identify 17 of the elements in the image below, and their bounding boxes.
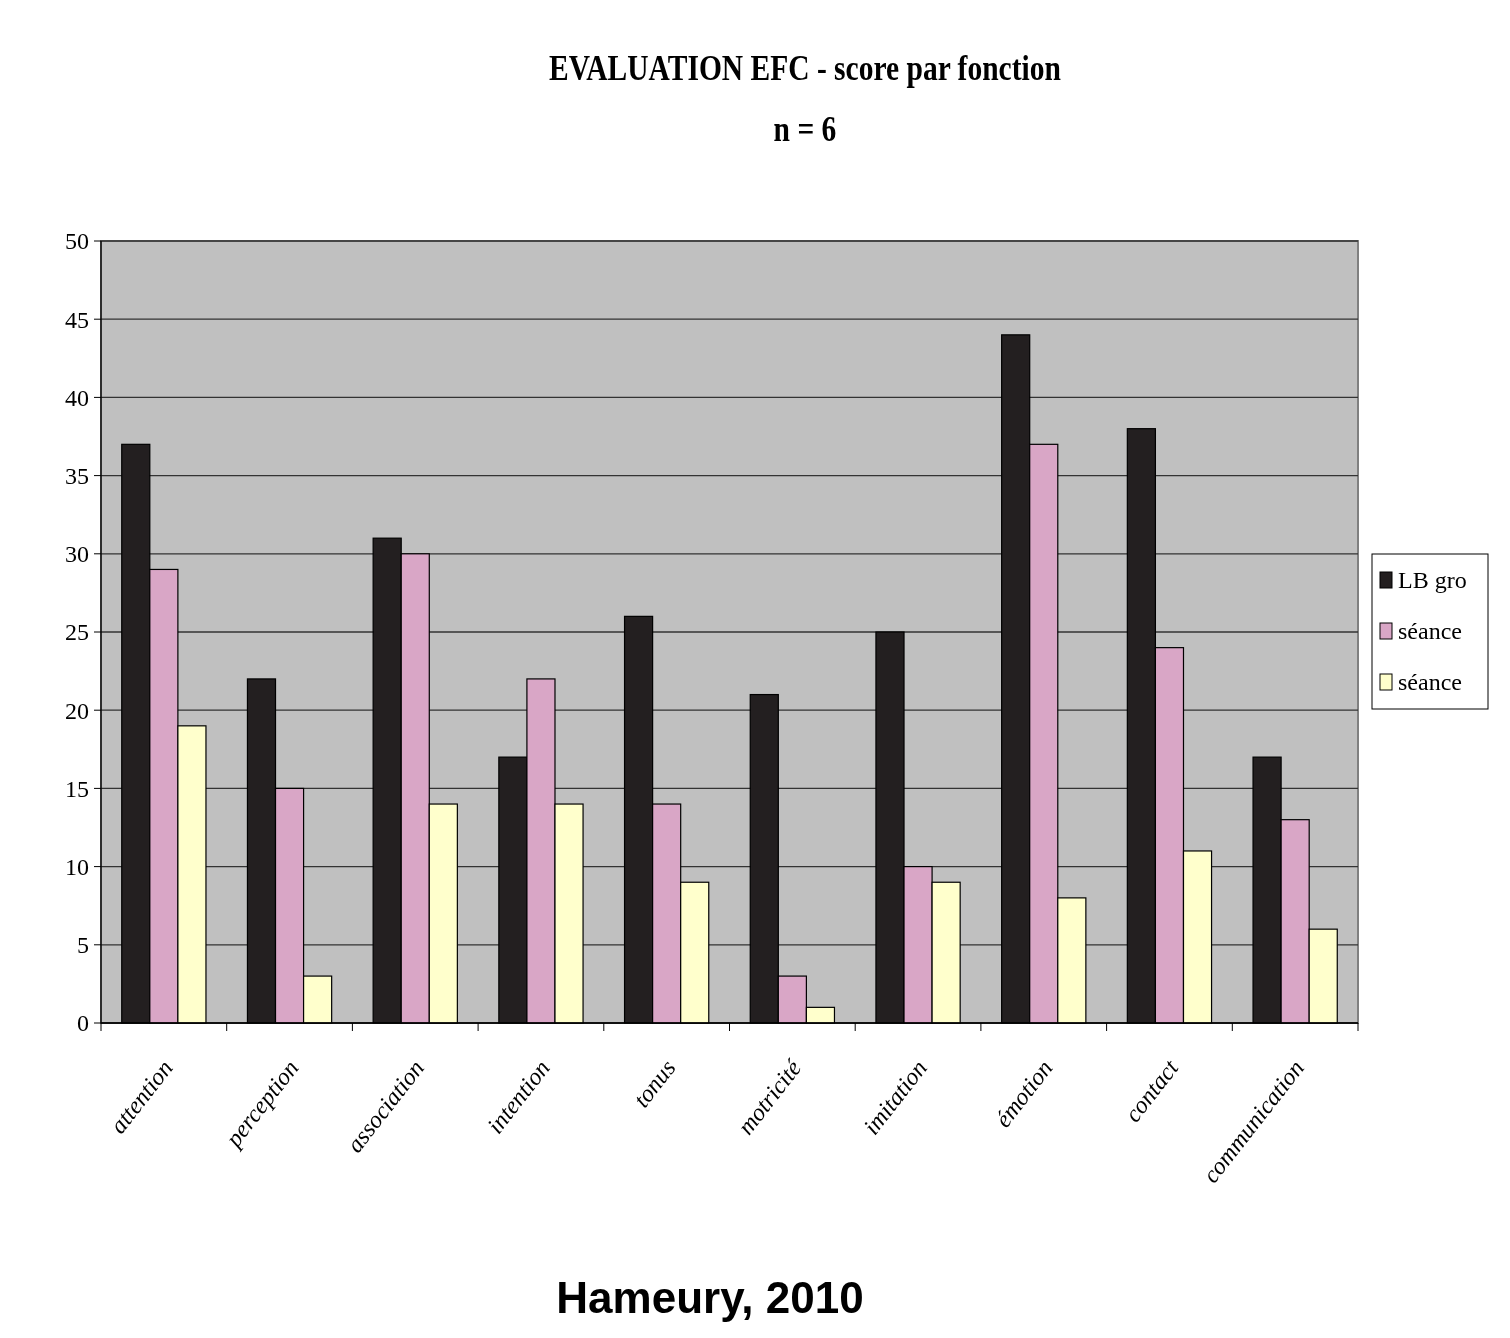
y-tick-label: 0 — [77, 1010, 89, 1037]
y-tick-label: 35 — [65, 463, 89, 489]
y-tick-label: 20 — [65, 697, 89, 724]
y-tick-label: 25 — [65, 619, 89, 646]
y-tick-label: 5 — [77, 932, 89, 959]
y-tick-label: 15 — [65, 775, 89, 802]
chart-subtitle: n = 6 — [773, 109, 837, 149]
y-tick-label: 30 — [65, 541, 89, 568]
y-tick-label: 50 — [65, 228, 89, 255]
y-tick-label: 45 — [65, 306, 89, 333]
legend-label: LB gro — [1398, 567, 1467, 594]
chart-title: EVALUATION EFC - score par fonction — [549, 48, 1061, 88]
legend-label: séance — [1398, 618, 1462, 645]
legend-label: séance — [1398, 669, 1462, 696]
text: Hameury, 2010 — [556, 1273, 864, 1322]
y-tick-label: 10 — [65, 854, 89, 880]
y-tick-label: 40 — [65, 384, 89, 411]
